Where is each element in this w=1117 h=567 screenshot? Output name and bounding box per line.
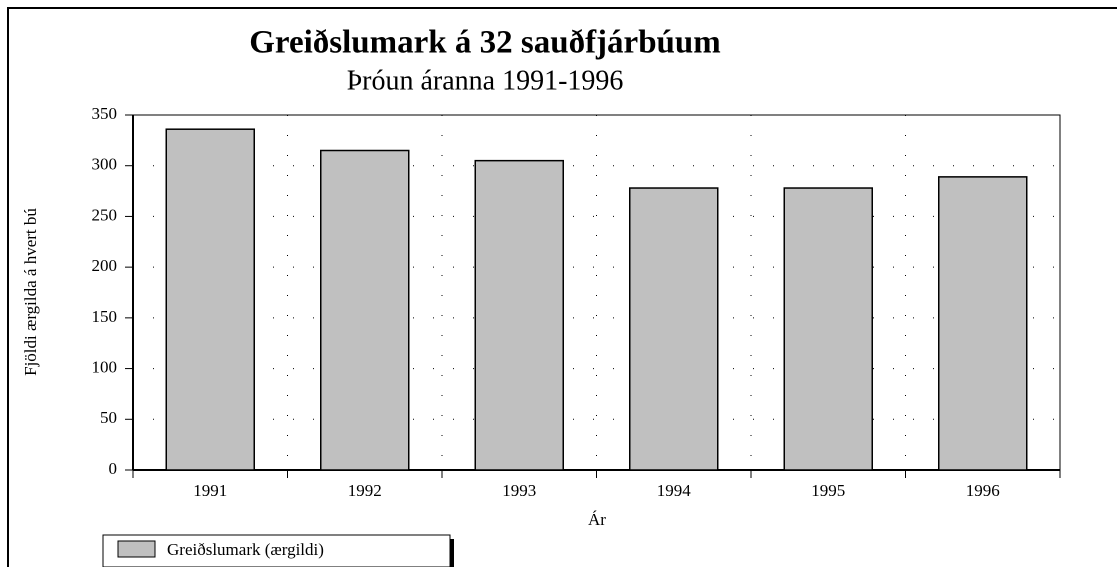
x-tick-label: 1994 — [657, 481, 692, 500]
y-tick-label: 0 — [109, 459, 118, 478]
legend-label: Greiðslumark (ærgildi) — [167, 540, 324, 559]
x-tick-label: 1991 — [193, 481, 227, 500]
bar — [783, 187, 873, 471]
chart-title: Greiðslumark á 32 sauðfjárbúum — [249, 25, 721, 61]
x-tick-label: 1992 — [348, 481, 382, 500]
y-tick-label: 350 — [92, 104, 118, 123]
bar — [938, 176, 1028, 471]
y-tick-label: 300 — [92, 155, 118, 174]
bar — [474, 159, 564, 471]
x-axis-label: Ár — [588, 510, 606, 529]
y-tick-label: 200 — [92, 256, 118, 275]
legend — [102, 534, 451, 567]
x-tick-label: 1995 — [811, 481, 845, 500]
legend-swatch — [117, 540, 156, 558]
y-tick-label: 100 — [92, 357, 118, 376]
y-tick-label: 250 — [92, 205, 118, 224]
x-tick-label: 1996 — [966, 481, 1000, 500]
y-tick-label: 150 — [92, 307, 118, 326]
bar — [165, 128, 255, 471]
chart-subtitle: Þróun áranna 1991-1996 — [347, 65, 624, 96]
y-axis-label: Fjöldi ærgilda á hvert bú — [21, 208, 40, 376]
x-tick-label: 1993 — [502, 481, 536, 500]
y-tick-label: 50 — [100, 408, 117, 427]
bar — [629, 187, 719, 471]
bar — [320, 149, 410, 471]
